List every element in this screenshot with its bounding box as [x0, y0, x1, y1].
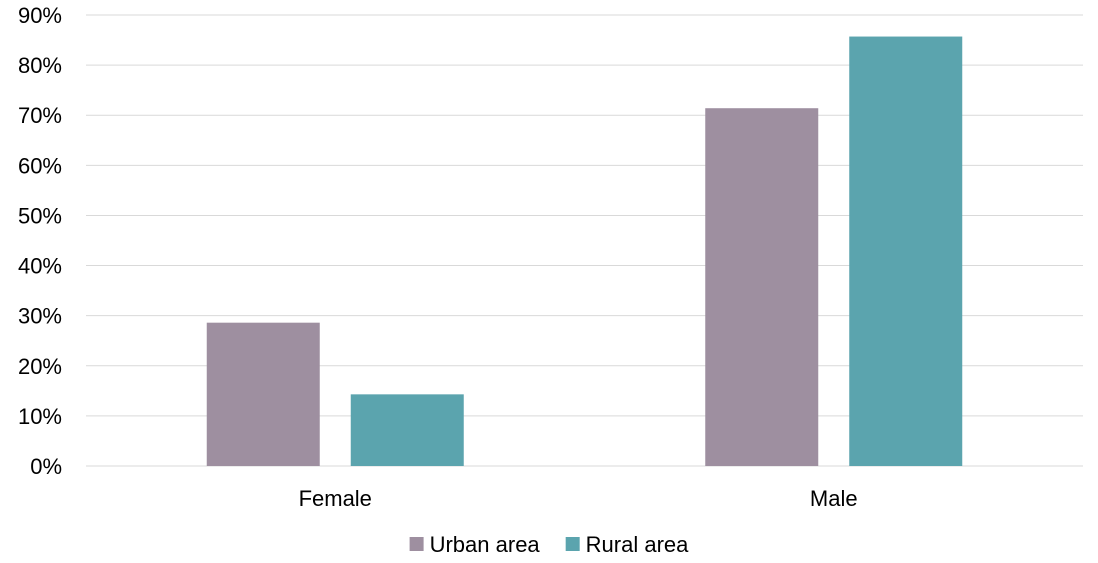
legend: Urban area Rural area — [409, 532, 689, 557]
x-tick-label: Male — [810, 486, 858, 511]
legend-swatch-urban-area — [409, 537, 424, 551]
legend-label: Rural area — [586, 532, 689, 557]
y-tick-label: 50% — [18, 203, 62, 228]
bar-male-rural-area — [849, 36, 963, 466]
bar-female-urban-area — [206, 322, 320, 466]
legend-label: Urban area — [430, 532, 541, 557]
y-tick-label: 10% — [18, 404, 62, 429]
y-axis-tick-labels: 0% 10% 20% 30% 40% 50% 60% 70% 80% 90% — [18, 3, 62, 479]
bars — [206, 36, 963, 466]
bar-male-urban-area — [705, 108, 819, 466]
y-tick-label: 60% — [18, 153, 62, 178]
bar-female-rural-area — [350, 394, 464, 466]
y-tick-label: 90% — [18, 3, 62, 28]
y-tick-label: 40% — [18, 254, 62, 279]
y-tick-label: 30% — [18, 304, 62, 329]
y-tick-label: 70% — [18, 103, 62, 128]
x-tick-label: Female — [299, 486, 372, 511]
y-tick-label: 0% — [30, 454, 62, 479]
y-tick-label: 20% — [18, 354, 62, 379]
legend-swatch-rural-area — [565, 537, 580, 551]
x-axis-tick-labels: Female Male — [299, 486, 858, 511]
y-tick-label: 80% — [18, 53, 62, 78]
